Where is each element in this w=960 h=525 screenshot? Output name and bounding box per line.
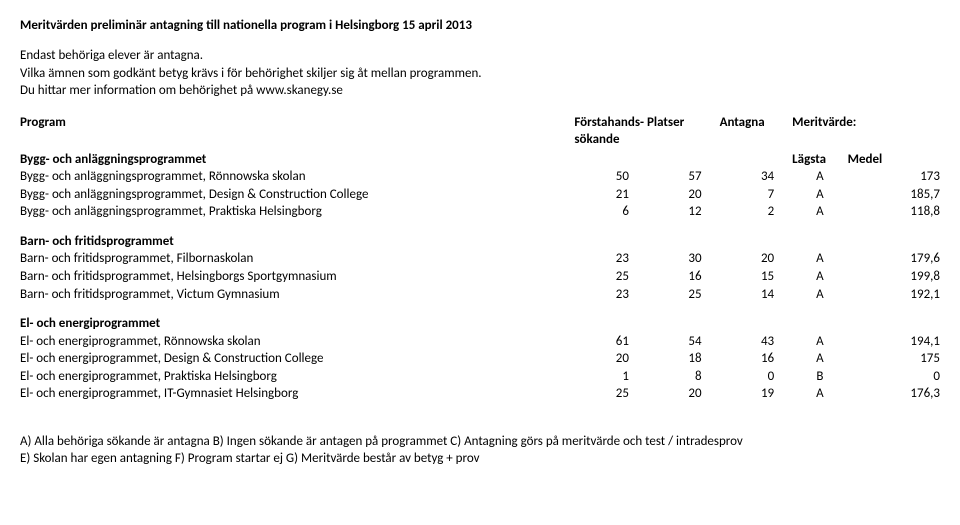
- row-n1: 25: [574, 385, 647, 403]
- row-label: Bygg- och anläggningsprogrammet, Rönnows…: [20, 168, 574, 186]
- page-title: Meritvärden preliminär antagning till na…: [20, 18, 940, 33]
- row-n3: 14: [720, 286, 793, 304]
- row-label: El- och energiprogrammet, IT-Gymnasiet H…: [20, 385, 574, 403]
- row-n1: 61: [574, 333, 647, 351]
- row-n1: 23: [574, 286, 647, 304]
- intro-line: Vilka ämnen som godkänt betyg krävs i fö…: [20, 65, 940, 83]
- header-meritvarde: Meritvärde:: [792, 114, 940, 132]
- header-program: Program: [20, 114, 574, 132]
- merit-table: Program Förstahands- Platser Antagna Mer…: [20, 114, 940, 403]
- row-n2: 25: [647, 286, 720, 304]
- table-row: Barn- och fritidsprogrammet, Victum Gymn…: [20, 286, 940, 304]
- header-forsta: Förstahands-: [574, 114, 647, 132]
- row-merit: 185,7: [848, 186, 940, 204]
- row-n2: 12: [647, 203, 720, 221]
- row-n2: 8: [647, 368, 720, 386]
- header-antagna: Antagna: [720, 114, 793, 132]
- row-merit: 175: [848, 350, 940, 368]
- table-row: El- och energiprogrammet, IT-Gymnasiet H…: [20, 385, 940, 403]
- row-grade: A: [792, 268, 847, 286]
- row-merit: 118,8: [848, 203, 940, 221]
- table-row: Bygg- och anläggningsprogrammet, Design …: [20, 186, 940, 204]
- row-grade: A: [792, 250, 847, 268]
- section-header-row: Bygg- och anläggningsprogrammet LägstaMed…: [20, 149, 940, 169]
- row-label: Bygg- och anläggningsprogrammet, Praktis…: [20, 203, 574, 221]
- header-medel: Medel: [848, 149, 940, 169]
- row-merit: 199,8: [848, 268, 940, 286]
- row-n3: 20: [720, 250, 793, 268]
- footer-notes: A) Alla behöriga sökande är antagna B) I…: [20, 433, 940, 468]
- row-n2: 57: [647, 168, 720, 186]
- row-n2: 20: [647, 385, 720, 403]
- row-grade: A: [792, 350, 847, 368]
- row-label: Barn- och fritidsprogrammet, Filbornasko…: [20, 250, 574, 268]
- row-n1: 1: [574, 368, 647, 386]
- row-grade: B: [792, 368, 847, 386]
- footer-line: A) Alla behöriga sökande är antagna B) I…: [20, 433, 940, 451]
- row-n1: 21: [574, 186, 647, 204]
- row-grade: A: [792, 333, 847, 351]
- section-name: El- och energiprogrammet: [20, 303, 574, 333]
- table-row: Barn- och fritidsprogrammet, Filbornasko…: [20, 250, 940, 268]
- row-n3: 7: [720, 186, 793, 204]
- row-grade: A: [792, 168, 847, 186]
- row-grade: A: [792, 385, 847, 403]
- header-platser: Platser: [647, 114, 720, 132]
- header-sokande: sökande: [574, 131, 647, 149]
- row-n2: 20: [647, 186, 720, 204]
- table-row: Bygg- och anläggningsprogrammet, Rönnows…: [20, 168, 940, 186]
- row-grade: A: [792, 186, 847, 204]
- row-n3: 16: [720, 350, 793, 368]
- row-n3: 15: [720, 268, 793, 286]
- intro-line: Du hittar mer information om behörighet …: [20, 82, 940, 100]
- row-n2: 18: [647, 350, 720, 368]
- row-n3: 2: [720, 203, 793, 221]
- table-row: El- och energiprogrammet, Praktiska Hels…: [20, 368, 940, 386]
- row-merit: 176,3: [848, 385, 940, 403]
- row-grade: A: [792, 286, 847, 304]
- section-name: Barn- och fritidsprogrammet: [20, 221, 574, 251]
- table-row: El- och energiprogrammet, Rönnowska skol…: [20, 333, 940, 351]
- row-label: Barn- och fritidsprogrammet, Victum Gymn…: [20, 286, 574, 304]
- row-grade: A: [792, 203, 847, 221]
- row-n3: 43: [720, 333, 793, 351]
- section-name: Bygg- och anläggningsprogrammet: [20, 149, 574, 169]
- footer-line: E) Skolan har egen antagning F) Program …: [20, 450, 940, 468]
- header-lagsta: Lägsta: [792, 149, 847, 169]
- row-n2: 54: [647, 333, 720, 351]
- section-header-row: El- och energiprogrammet: [20, 303, 940, 333]
- row-n1: 50: [574, 168, 647, 186]
- table-row: El- och energiprogrammet, Design & Const…: [20, 350, 940, 368]
- row-n1: 20: [574, 350, 647, 368]
- row-n3: 34: [720, 168, 793, 186]
- row-n1: 25: [574, 268, 647, 286]
- table-header-row-2: sökande: [20, 131, 940, 149]
- row-n3: 0: [720, 368, 793, 386]
- intro-block: Endast behöriga elever är antagna. Vilka…: [20, 47, 940, 100]
- row-label: El- och energiprogrammet, Design & Const…: [20, 350, 574, 368]
- table-row: Bygg- och anläggningsprogrammet, Praktis…: [20, 203, 940, 221]
- table-row: Barn- och fritidsprogrammet, Helsingborg…: [20, 268, 940, 286]
- row-n2: 30: [647, 250, 720, 268]
- row-label: Barn- och fritidsprogrammet, Helsingborg…: [20, 268, 574, 286]
- row-label: El- och energiprogrammet, Praktiska Hels…: [20, 368, 574, 386]
- row-merit: 179,6: [848, 250, 940, 268]
- row-label: El- och energiprogrammet, Rönnowska skol…: [20, 333, 574, 351]
- row-merit: 173: [848, 168, 940, 186]
- row-n1: 23: [574, 250, 647, 268]
- table-header-row: Program Förstahands- Platser Antagna Mer…: [20, 114, 940, 132]
- row-n3: 19: [720, 385, 793, 403]
- row-n1: 6: [574, 203, 647, 221]
- row-merit: 194,1: [848, 333, 940, 351]
- row-label: Bygg- och anläggningsprogrammet, Design …: [20, 186, 574, 204]
- row-merit: 192,1: [848, 286, 940, 304]
- intro-line: Endast behöriga elever är antagna.: [20, 47, 940, 65]
- section-header-row: Barn- och fritidsprogrammet: [20, 221, 940, 251]
- row-merit: 0: [848, 368, 940, 386]
- row-n2: 16: [647, 268, 720, 286]
